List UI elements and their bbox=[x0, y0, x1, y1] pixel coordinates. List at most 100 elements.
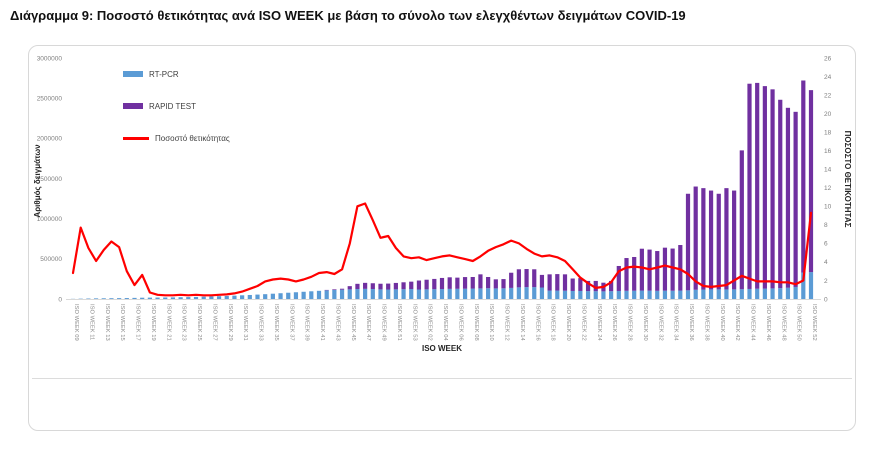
x-tick-label: ISO WEEK 10 bbox=[488, 304, 494, 341]
rt-pcr-bar bbox=[286, 292, 291, 299]
right-tick-label: 20 bbox=[824, 111, 832, 118]
x-tick-label: ISO WEEK 47 bbox=[365, 304, 371, 341]
rt-pcr-bar bbox=[201, 296, 206, 299]
rt-pcr-bar bbox=[701, 289, 706, 299]
x-tick-label: ISO WEEK 34 bbox=[673, 304, 679, 342]
right-tick-label: 8 bbox=[824, 222, 828, 229]
rt-pcr-bar bbox=[693, 289, 698, 299]
rt-pcr-bar bbox=[539, 287, 545, 299]
page-title-text: Ποσοστό θετικότητας ανά ISO WEEK με βάση… bbox=[96, 8, 686, 23]
right-tick-label: 2 bbox=[824, 278, 828, 285]
rapid-test-bar bbox=[478, 274, 483, 289]
rt-pcr-bar bbox=[670, 290, 675, 299]
rt-pcr-bar bbox=[316, 290, 322, 299]
x-tick-label: ISO WEEK 30 bbox=[642, 304, 648, 341]
rt-pcr-bar bbox=[486, 288, 491, 299]
rapid-test-bar bbox=[793, 111, 798, 287]
rt-pcr-bar bbox=[455, 288, 460, 299]
rapid-test-bar bbox=[762, 86, 767, 289]
bars-rapid-test bbox=[324, 80, 814, 292]
rt-pcr-bar bbox=[155, 297, 160, 299]
x-tick-label: ISO WEEK 40 bbox=[719, 304, 725, 341]
x-tick-label: ISO WEEK 13 bbox=[104, 304, 110, 341]
rt-pcr-bar bbox=[363, 288, 368, 299]
left-tick-label: 3000000 bbox=[37, 55, 63, 62]
x-tick-label: ISO WEEK 16 bbox=[534, 304, 540, 341]
x-tick-label: ISO WEEK 50 bbox=[796, 304, 802, 341]
x-tick-label: ISO WEEK 43 bbox=[334, 304, 340, 341]
x-tick-label: ISO WEEK 14 bbox=[519, 304, 525, 342]
y-axis-left-title: Αριθμός δειγμάτων bbox=[33, 144, 42, 218]
y-axis-right-title: ΠΟΣΟΣΤΟ ΘΕΤΙΚΟΤΗΤΑΣ bbox=[843, 131, 852, 228]
x-tick-label: ISO WEEK 52 bbox=[811, 304, 817, 341]
rt-pcr-bar bbox=[462, 288, 468, 299]
rapid-test-bar bbox=[693, 186, 698, 290]
rt-pcr-bar bbox=[224, 295, 229, 299]
rt-pcr-bar bbox=[509, 287, 514, 299]
x-tick-label: ISO WEEK 04 bbox=[442, 304, 448, 342]
rapid-test-bar bbox=[662, 247, 668, 291]
rt-pcr-bar bbox=[755, 288, 760, 299]
x-tick-label: ISO WEEK 28 bbox=[627, 304, 633, 341]
rapid-test-bar bbox=[585, 280, 591, 292]
rapid-test-bar bbox=[685, 193, 691, 291]
rt-pcr-bar bbox=[739, 289, 744, 299]
rapid-test-bar bbox=[655, 251, 660, 291]
legend-label-positivity: Ποσοστό θετικότητας bbox=[155, 133, 230, 143]
rt-pcr-bar bbox=[770, 288, 775, 299]
rt-pcr-bar bbox=[393, 289, 398, 299]
rt-pcr-bar bbox=[662, 290, 668, 299]
right-tick-label: 16 bbox=[824, 148, 832, 155]
left-tick-label: 500000 bbox=[40, 256, 62, 263]
rapid-test-bar bbox=[539, 274, 545, 288]
rapid-test-bar bbox=[432, 278, 437, 290]
rapid-test-bar bbox=[785, 107, 791, 288]
x-tick-label: ISO WEEK 44 bbox=[750, 304, 756, 342]
x-tick-label: ISO WEEK 06 bbox=[457, 304, 463, 341]
x-axis-title: ISO WEEK bbox=[422, 344, 462, 353]
rt-pcr-bar bbox=[170, 297, 176, 299]
rapid-test-bar bbox=[593, 280, 598, 292]
rt-pcr-bar bbox=[624, 290, 629, 299]
rt-pcr-bar bbox=[370, 289, 375, 299]
rt-pcr-bar bbox=[416, 289, 422, 299]
rapid-test-bar bbox=[716, 193, 721, 290]
rapid-test-bar bbox=[470, 276, 475, 289]
rapid-test-bar bbox=[409, 281, 414, 290]
rt-pcr-bar bbox=[332, 290, 337, 299]
rt-pcr-bar bbox=[578, 290, 583, 299]
rt-pcr-bar bbox=[355, 289, 360, 299]
x-tick-label: ISO WEEK 31 bbox=[242, 304, 248, 341]
right-tick-label: 6 bbox=[824, 241, 828, 248]
rapid-test-bar bbox=[347, 286, 352, 290]
rt-pcr-bar bbox=[808, 272, 814, 299]
rapid-test-bar bbox=[609, 280, 614, 292]
rapid-test-bar bbox=[516, 269, 521, 288]
rapid-test-bar bbox=[532, 269, 537, 288]
legend-label-rapid-test: RAPID TEST bbox=[149, 101, 196, 111]
rt-pcr-bar bbox=[147, 297, 152, 299]
positivity-line bbox=[71, 202, 813, 297]
rt-pcr-bar bbox=[778, 288, 783, 299]
rt-pcr-bar bbox=[132, 297, 137, 299]
rt-pcr-bar bbox=[247, 294, 252, 299]
rt-pcr-bar bbox=[216, 296, 222, 299]
rt-pcr-bar bbox=[163, 297, 168, 299]
rt-pcr-bar bbox=[685, 290, 691, 299]
chart-card: 0 500000 1000000 1500000 2000000 2500000 30000… bbox=[28, 45, 856, 431]
x-tick-label: ISO WEEK 11 bbox=[88, 304, 94, 340]
legend-item-rapid-test: RAPID TEST bbox=[123, 99, 230, 113]
rt-pcr-bar bbox=[793, 286, 798, 299]
rapid-test-bar bbox=[447, 277, 452, 289]
left-tick-label: 2000000 bbox=[37, 136, 63, 143]
rt-pcr-bar bbox=[424, 289, 429, 299]
x-tick-label: ISO WEEK 38 bbox=[703, 304, 709, 341]
rt-pcr-bar bbox=[801, 272, 806, 299]
rt-pcr-bar bbox=[601, 291, 606, 299]
rapid-test-bar bbox=[393, 282, 398, 290]
x-tick-label: ISO WEEK 51 bbox=[396, 304, 402, 341]
rapid-test-bar bbox=[708, 190, 714, 290]
rt-pcr-bar bbox=[547, 290, 552, 299]
rt-pcr-bar bbox=[93, 298, 99, 299]
rapid-test-bar bbox=[424, 279, 429, 290]
